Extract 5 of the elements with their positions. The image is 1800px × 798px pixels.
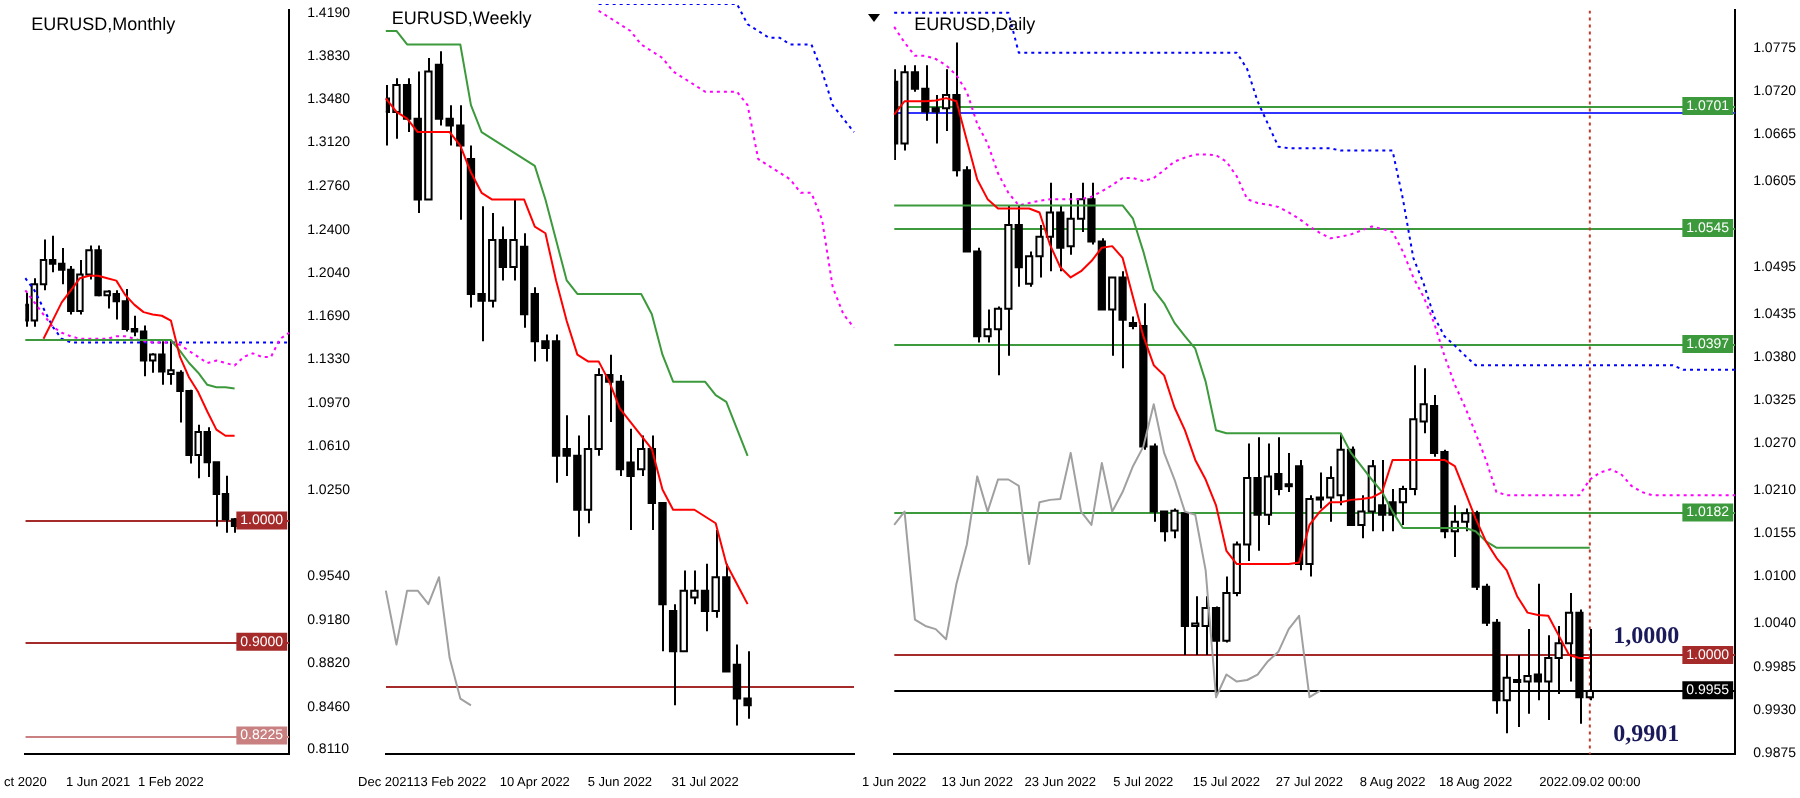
- chart-title: EURUSD,Monthly: [31, 14, 177, 35]
- annotation: 0,9901: [1613, 718, 1680, 747]
- annotation: 1,0000: [1613, 621, 1680, 650]
- chart-title: EURUSD,Weekly: [391, 7, 533, 28]
- chart-title: EURUSD,Daily: [914, 14, 1037, 35]
